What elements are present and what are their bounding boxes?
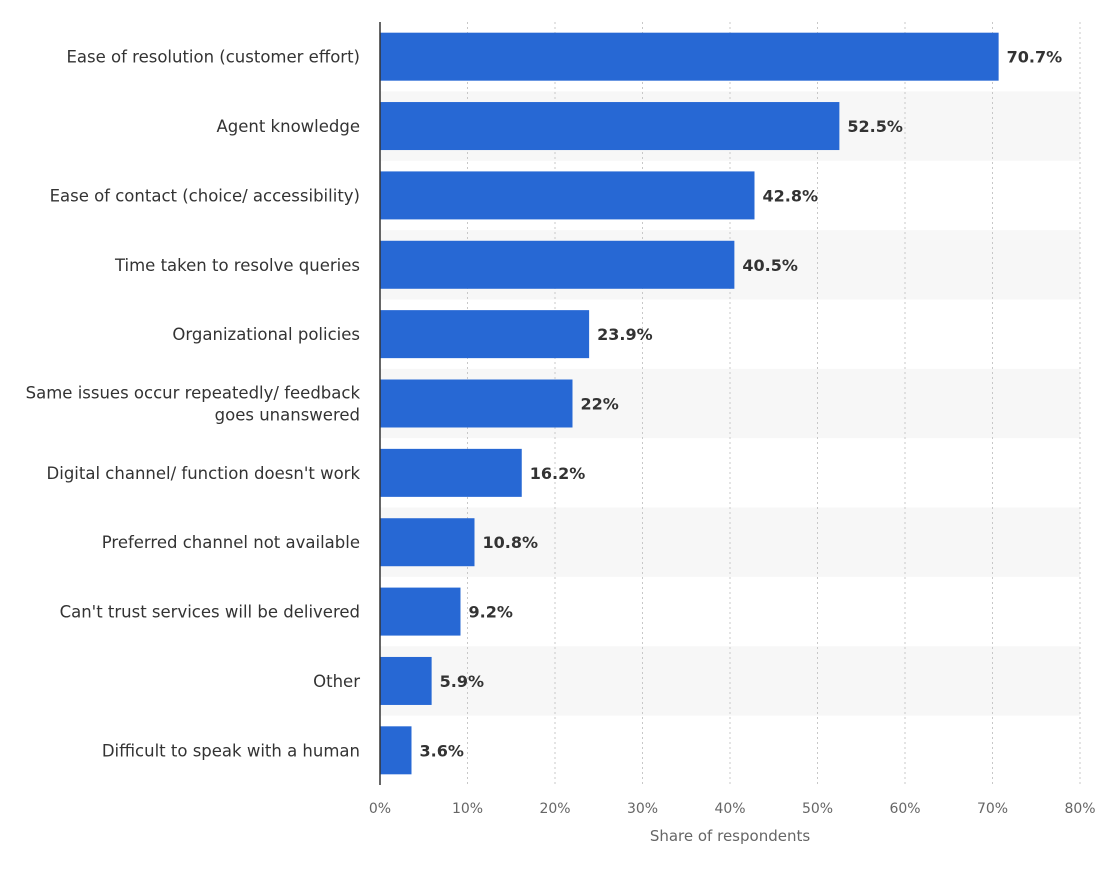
category-label-line: Ease of resolution (customer effort): [66, 48, 360, 67]
category-label: Organizational policies: [172, 325, 360, 344]
category-label: Preferred channel not available: [102, 533, 360, 552]
value-label: 70.7%: [1007, 48, 1063, 67]
category-label: Other: [313, 672, 360, 691]
bar: [380, 656, 432, 705]
category-label-line: Same issues occur repeatedly/ feedback: [26, 384, 361, 403]
category-label-line: goes unanswered: [215, 406, 360, 425]
value-label: 23.9%: [597, 325, 653, 344]
category-label: Same issues occur repeatedly/ feedback go…: [26, 384, 361, 425]
x-tick-label: 50%: [802, 801, 833, 817]
x-tick-labels: 0% 10% 20% 30% 40% 50% 60% 70% 80%: [369, 801, 1096, 817]
category-label-line: Preferred channel not available: [102, 533, 360, 552]
x-axis-title: Share of respondents: [650, 827, 811, 845]
category-label: Time taken to resolve queries: [114, 256, 360, 275]
value-label: 10.8%: [483, 533, 539, 552]
bar: [380, 448, 522, 497]
category-label: Digital channel/ function doesn't work: [47, 464, 361, 483]
x-tick-label: 80%: [1064, 801, 1095, 817]
x-tick-label: 60%: [889, 801, 920, 817]
bar: [380, 310, 590, 359]
value-label: 42.8%: [763, 186, 819, 205]
bars: [380, 32, 999, 775]
value-label: 5.9%: [440, 672, 484, 691]
x-tick-label: 40%: [714, 801, 745, 817]
value-label: 22%: [581, 395, 619, 414]
x-tick-label: 70%: [977, 801, 1008, 817]
bar: [380, 379, 573, 428]
category-label: Ease of contact (choice/ accessibility): [50, 186, 360, 205]
category-label-line: Digital channel/ function doesn't work: [47, 464, 361, 483]
value-label: 3.6%: [420, 741, 464, 760]
bar: [380, 171, 755, 220]
bar: [380, 32, 999, 81]
x-tick-label: 0%: [369, 801, 391, 817]
category-label-line: Agent knowledge: [216, 117, 360, 136]
vertical-gridlines: [467, 22, 1081, 785]
category-label-line: Can't trust services will be delivered: [60, 603, 360, 622]
category-label: Agent knowledge: [216, 117, 360, 136]
category-labels: Ease of resolution (customer effort) Agen…: [26, 48, 361, 761]
value-labels: 70.7% 52.5% 42.8% 40.5% 23.9% 22% 16.2% 10.8% 9.…: [420, 48, 1063, 761]
category-label-line: Other: [313, 672, 360, 691]
bar: [380, 726, 412, 775]
category-label-line: Difficult to speak with a human: [102, 741, 360, 760]
category-label: Ease of resolution (customer effort): [66, 48, 360, 67]
bar: [380, 587, 461, 636]
bar: [380, 102, 840, 151]
value-label: 9.2%: [469, 603, 513, 622]
value-label: 52.5%: [847, 117, 903, 136]
category-label: Can't trust services will be delivered: [60, 603, 360, 622]
value-label: 16.2%: [530, 464, 586, 483]
category-label-line: Time taken to resolve queries: [114, 256, 360, 275]
category-label-line: Ease of contact (choice/ accessibility): [50, 186, 360, 205]
x-tick-label: 10%: [452, 801, 483, 817]
value-label: 40.5%: [742, 256, 798, 275]
category-label-line: Organizational policies: [172, 325, 360, 344]
category-label: Difficult to speak with a human: [102, 741, 360, 760]
x-tick-label: 20%: [539, 801, 570, 817]
bar: [380, 240, 735, 289]
x-tick-label: 30%: [627, 801, 658, 817]
bar: [380, 518, 475, 567]
row-band: [380, 646, 1080, 716]
